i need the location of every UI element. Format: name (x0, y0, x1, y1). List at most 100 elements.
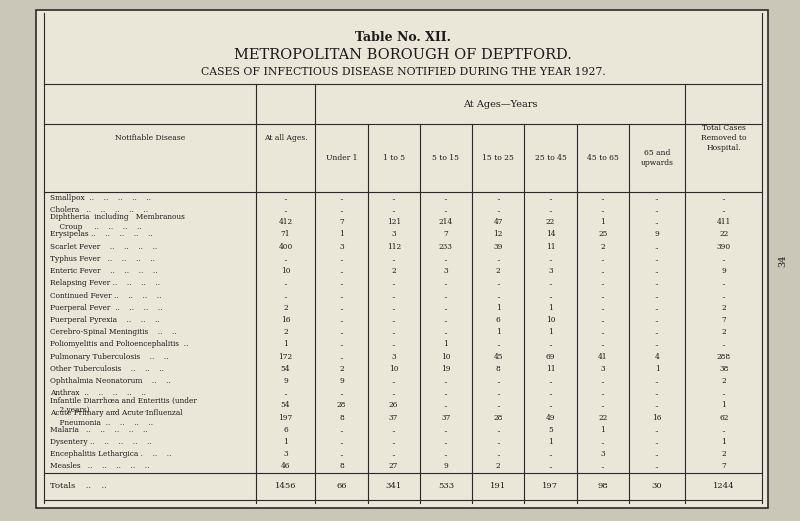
Text: 1: 1 (654, 365, 659, 373)
Text: ..: .. (391, 328, 396, 336)
Text: ..: .. (283, 292, 288, 300)
Text: ..: .. (391, 304, 396, 312)
Text: ..: .. (654, 377, 659, 385)
Text: At all Ages.: At all Ages. (263, 134, 307, 142)
Text: ..: .. (443, 426, 448, 434)
Text: ..: .. (443, 328, 448, 336)
Text: ..: .. (600, 267, 605, 275)
Text: 1: 1 (496, 304, 501, 312)
Text: 28: 28 (494, 414, 503, 421)
Text: 2: 2 (391, 267, 396, 275)
Text: ..: .. (443, 450, 448, 458)
Text: 62: 62 (719, 414, 729, 421)
Text: 1: 1 (722, 438, 726, 446)
Text: 390: 390 (717, 243, 731, 251)
Text: 400: 400 (278, 243, 293, 251)
Text: ..: .. (654, 255, 659, 263)
Text: ..: .. (600, 340, 605, 349)
Text: ..: .. (654, 243, 659, 251)
Text: ..: .. (654, 279, 659, 287)
Text: 45: 45 (494, 353, 503, 361)
Text: ..: .. (600, 401, 605, 410)
Text: 9: 9 (283, 377, 288, 385)
Text: ..: .. (339, 426, 344, 434)
Text: Puerperal Pyrexia    ..    ..    ..: Puerperal Pyrexia .. .. .. (50, 316, 159, 324)
Text: ..: .. (443, 438, 448, 446)
Text: Continued Fever ..    ..    ..    ..: Continued Fever .. .. .. .. (50, 292, 161, 300)
Text: 49: 49 (546, 414, 555, 421)
Text: 46: 46 (281, 463, 290, 470)
Text: 39: 39 (494, 243, 503, 251)
Text: ..: .. (496, 340, 501, 349)
Text: ..: .. (339, 194, 344, 202)
Text: 4: 4 (654, 353, 659, 361)
Text: Typhus Fever   ..    ..    ..    ..: Typhus Fever .. .. .. .. (50, 255, 154, 263)
Text: ..: .. (283, 389, 288, 397)
Text: Scarlet Fever    ..    ..    ..    ..: Scarlet Fever .. .. .. .. (50, 243, 157, 251)
Text: 8: 8 (339, 463, 344, 470)
Text: 10: 10 (281, 267, 290, 275)
Text: ..: .. (548, 194, 553, 202)
Text: 22: 22 (546, 218, 555, 226)
Text: ..: .. (443, 292, 448, 300)
Text: ..: .. (654, 292, 659, 300)
Text: ..: .. (496, 401, 501, 410)
Text: 3: 3 (339, 243, 344, 251)
Text: ..: .. (339, 328, 344, 336)
Text: 16: 16 (281, 316, 290, 324)
Text: ..: .. (654, 267, 659, 275)
Text: 2: 2 (339, 365, 344, 373)
Text: ..: .. (496, 292, 501, 300)
Text: 2: 2 (496, 463, 501, 470)
Text: ..: .. (391, 377, 396, 385)
Text: ..: .. (722, 389, 726, 397)
Text: ..: .. (443, 316, 448, 324)
Text: 47: 47 (494, 218, 503, 226)
Text: 1: 1 (443, 340, 448, 349)
Text: 10: 10 (441, 353, 450, 361)
Text: ..: .. (600, 194, 605, 202)
Text: Relapsing Fever ..    ..    ..    ..: Relapsing Fever .. .. .. .. (50, 279, 160, 287)
Text: 8: 8 (339, 414, 344, 421)
Text: ..: .. (722, 426, 726, 434)
Text: 30: 30 (652, 482, 662, 490)
Text: ..: .. (654, 450, 659, 458)
Text: 38: 38 (719, 365, 729, 373)
Text: ..: .. (391, 426, 396, 434)
Text: ..: .. (496, 389, 501, 397)
Text: ..: .. (496, 206, 501, 214)
Text: Dysentery ..    ..    ..    ..    ..: Dysentery .. .. .. .. .. (50, 438, 151, 446)
Text: 5 to 15: 5 to 15 (433, 154, 459, 162)
Text: Malaria   ..    ..    ..    ..    ..: Malaria .. .. .. .. .. (50, 426, 147, 434)
Text: ..: .. (391, 450, 396, 458)
Text: ..: .. (600, 316, 605, 324)
Text: ..: .. (339, 353, 344, 361)
Text: 25: 25 (598, 230, 607, 239)
Text: ..: .. (654, 340, 659, 349)
Text: ..: .. (391, 340, 396, 349)
Text: Pulmonary Tuberculosis    ..    ..: Pulmonary Tuberculosis .. .. (50, 353, 168, 361)
Text: 2: 2 (722, 328, 726, 336)
Text: 1: 1 (722, 401, 726, 410)
Text: ..: .. (391, 206, 396, 214)
Text: ..: .. (722, 292, 726, 300)
Text: 533: 533 (438, 482, 454, 490)
Text: 214: 214 (439, 218, 453, 226)
Text: 9: 9 (654, 230, 659, 239)
Text: ..: .. (496, 279, 501, 287)
Text: ..: .. (722, 255, 726, 263)
Text: 7: 7 (339, 218, 344, 226)
Text: 1: 1 (339, 230, 344, 239)
Text: ..: .. (443, 304, 448, 312)
Text: 1456: 1456 (274, 482, 296, 490)
Text: 12: 12 (494, 230, 503, 239)
Text: ..: .. (600, 377, 605, 385)
Text: 66: 66 (336, 482, 346, 490)
FancyBboxPatch shape (36, 10, 768, 508)
Text: 1: 1 (548, 304, 553, 312)
Text: 45 to 65: 45 to 65 (586, 154, 618, 162)
Text: ..: .. (600, 279, 605, 287)
Text: 233: 233 (439, 243, 453, 251)
Text: ..: .. (391, 292, 396, 300)
Text: ..: .. (722, 194, 726, 202)
